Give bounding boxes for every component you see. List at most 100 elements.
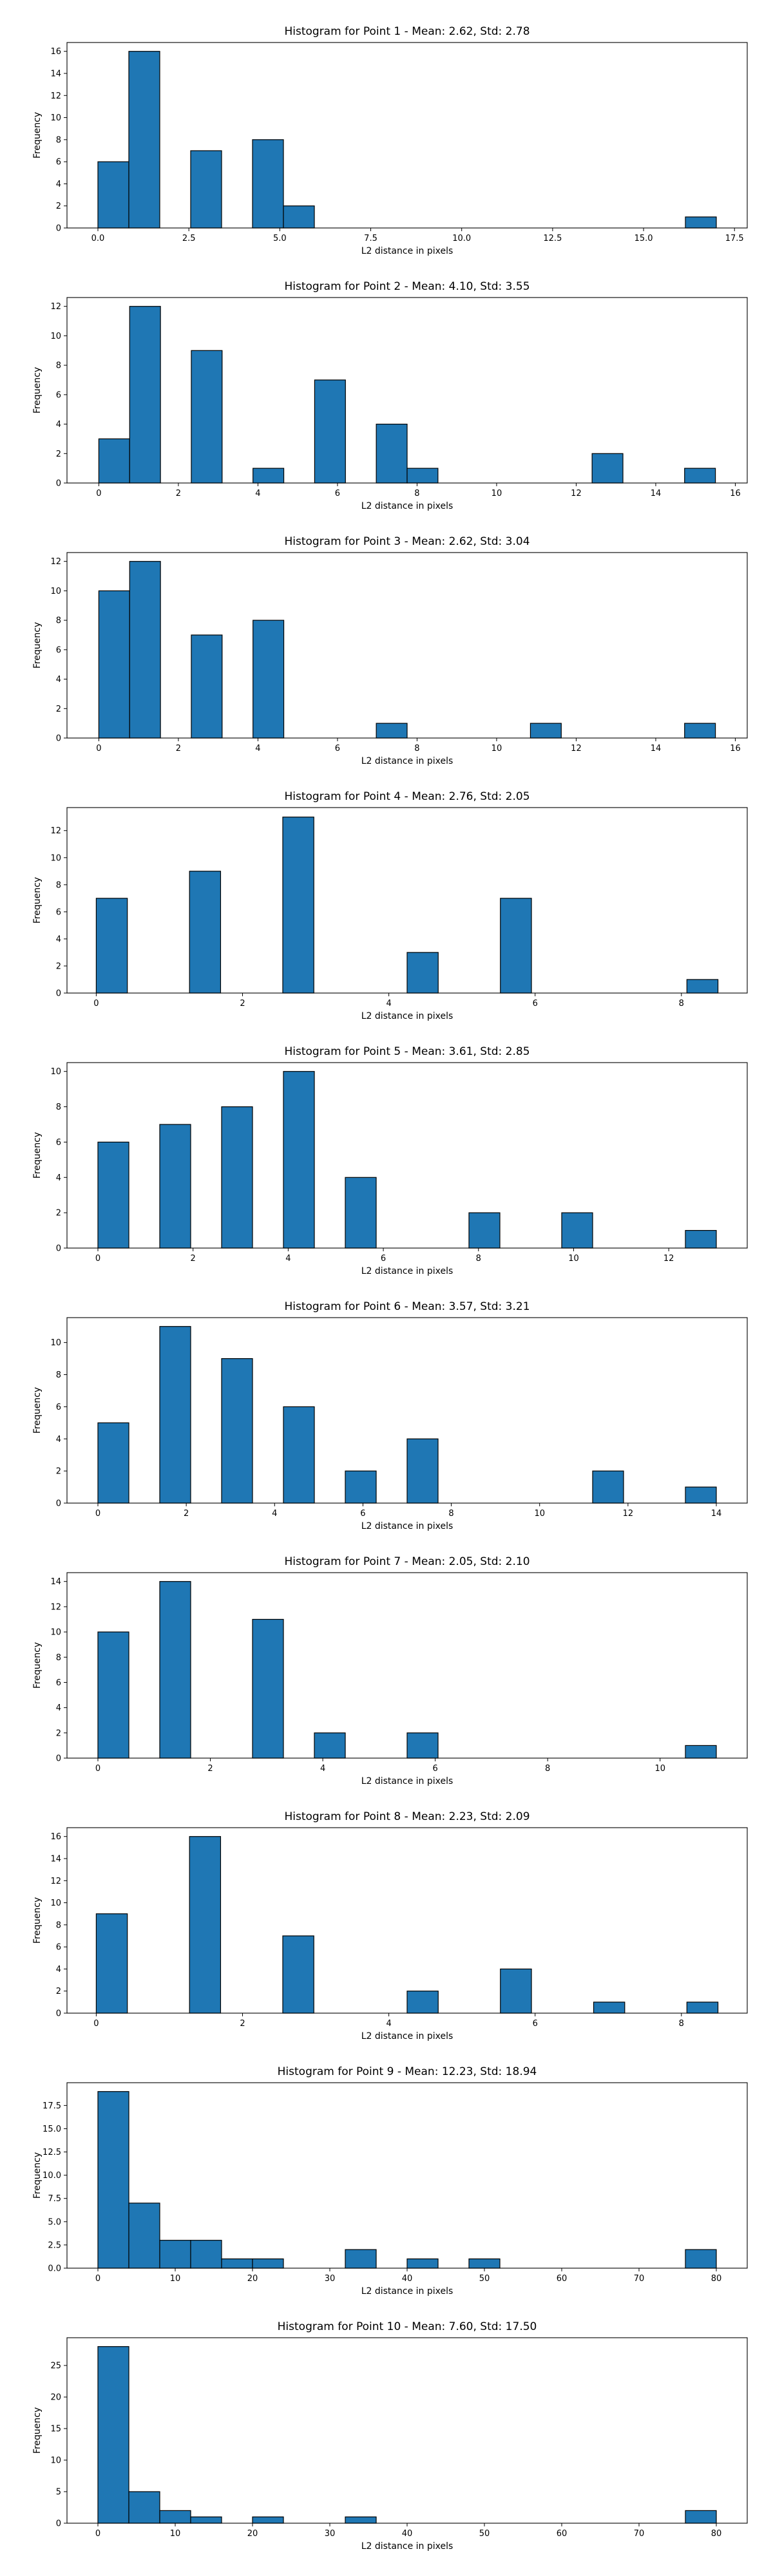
plot-frame [66, 1317, 748, 1504]
x-tick-label: 0 [96, 489, 101, 498]
histogram-bar [314, 1732, 346, 1759]
y-tick-label: 4 [56, 934, 61, 944]
histogram-bar [685, 1486, 717, 1504]
x-tick-label: 2 [184, 1509, 189, 1519]
plot-frame [66, 42, 748, 229]
histogram-bar [97, 2346, 129, 2524]
histogram-bar [468, 2258, 501, 2269]
histogram-bar [252, 2258, 284, 2269]
x-tick-label: 40 [402, 2274, 413, 2284]
histogram-bar [406, 952, 439, 994]
y-tick-label: 0 [56, 2519, 61, 2529]
y-tick-label: 8 [56, 361, 61, 371]
x-axis-label: L2 distance in pixels [361, 2541, 453, 2552]
y-axis-label: Frequency [32, 877, 43, 923]
x-tick-label: 10 [491, 489, 502, 498]
y-axis-label: Frequency [32, 367, 43, 413]
y-axis-label: Frequency [32, 2407, 43, 2454]
histogram-bar [376, 423, 408, 484]
x-tick-label: 0 [95, 1254, 100, 1264]
y-tick-label: 16 [50, 1832, 61, 1842]
histogram-bar [468, 1212, 501, 1249]
histogram-bar [97, 2091, 129, 2269]
histogram-bar [191, 634, 223, 739]
y-tick-label: 7.5 [48, 2194, 61, 2204]
y-axis-label: Frequency [32, 622, 43, 668]
x-tick-label: 0 [95, 2274, 100, 2284]
histogram-bar [345, 2516, 377, 2524]
y-tick-label: 0 [56, 2009, 61, 2019]
chart-title: Histogram for Point 4 - Mean: 2.76, Std:… [284, 790, 530, 803]
histogram-bar [129, 306, 161, 484]
x-tick-label: 20 [247, 2274, 258, 2284]
x-tick-label: 16 [730, 489, 741, 498]
y-tick-label: 2 [56, 1728, 61, 1738]
y-tick-label: 0 [56, 1244, 61, 1254]
y-tick-label: 12 [50, 826, 61, 836]
y-tick-label: 0 [56, 224, 61, 234]
histogram-bar [685, 216, 717, 229]
x-tick-label: 6 [533, 999, 538, 1009]
histogram-bar [128, 2202, 160, 2269]
y-tick-label: 6 [56, 1138, 61, 1148]
y-tick-label: 2 [56, 202, 61, 211]
histogram-bar [283, 205, 315, 229]
y-tick-label: 6 [56, 645, 61, 655]
y-tick-label: 6 [56, 1943, 61, 1953]
histogram-bar [189, 871, 222, 994]
histogram-bar [98, 438, 130, 484]
histogram-bar [500, 898, 532, 994]
histogram-chart-7: Histogram for Point 7 - Mean: 2.05, Std:… [32, 1555, 748, 1786]
x-tick-label: 2 [240, 999, 245, 1009]
y-axis-label: Frequency [32, 112, 43, 158]
histogram-bar [159, 2510, 191, 2524]
histogram-bar [128, 2491, 160, 2524]
histogram-chart-1: Histogram for Point 1 - Mean: 2.62, Std:… [32, 25, 748, 256]
x-tick-label: 40 [402, 2529, 413, 2539]
histogram-bar [159, 2240, 191, 2269]
histogram-bar [95, 1913, 128, 2014]
y-tick-label: 20 [50, 2393, 61, 2403]
y-tick-label: 2 [56, 961, 61, 971]
chart-title: Histogram for Point 1 - Mean: 2.62, Std:… [284, 25, 530, 38]
x-axis-label: L2 distance in pixels [361, 501, 453, 511]
x-tick-label: 30 [325, 2274, 336, 2284]
x-tick-label: 80 [711, 2529, 722, 2539]
y-tick-label: 6 [56, 158, 61, 167]
histogram-bar [221, 1358, 253, 1504]
y-tick-label: 17.5 [43, 2101, 61, 2111]
y-tick-label: 4 [56, 420, 61, 430]
x-tick-label: 10 [170, 2274, 181, 2284]
y-tick-label: 6 [56, 1678, 61, 1688]
x-axis-label: L2 distance in pixels [361, 246, 453, 256]
histogram-chart-3: Histogram for Point 3 - Mean: 2.62, Std:… [32, 535, 748, 766]
x-tick-label: 6 [335, 744, 340, 753]
y-tick-label: 10 [50, 587, 61, 596]
histogram-bar [406, 1991, 439, 2014]
histogram-bar [221, 1106, 253, 1249]
y-tick-label: 10.0 [43, 2171, 61, 2181]
y-tick-label: 12 [50, 302, 61, 312]
histogram-chart-10: Histogram for Point 10 - Mean: 7.60, Std… [32, 2320, 748, 2552]
histogram-bar [345, 1470, 377, 1504]
histogram-chart-2: Histogram for Point 2 - Mean: 4.10, Std:… [32, 280, 748, 511]
histogram-bar [593, 2002, 625, 2014]
x-axis-label: L2 distance in pixels [361, 2286, 453, 2297]
histogram-bar [685, 1745, 717, 1759]
y-tick-label: 4 [56, 180, 61, 189]
y-tick-label: 8 [56, 1653, 61, 1663]
x-axis-label: L2 distance in pixels [361, 1521, 453, 1531]
y-tick-label: 12 [50, 1877, 61, 1886]
x-tick-label: 2 [191, 1254, 196, 1264]
x-tick-label: 0 [95, 1509, 100, 1519]
x-tick-label: 10 [491, 744, 502, 753]
x-tick-label: 14 [651, 489, 662, 498]
chart-title: Histogram for Point 7 - Mean: 2.05, Std:… [284, 1555, 530, 1568]
chart-title: Histogram for Point 2 - Mean: 4.10, Std:… [284, 280, 530, 293]
x-tick-label: 12 [571, 489, 582, 498]
y-tick-label: 10 [50, 1338, 61, 1348]
y-tick-label: 14 [50, 1577, 61, 1587]
histogram-bar [253, 468, 285, 484]
y-tick-label: 5.0 [48, 2217, 61, 2227]
y-axis-label: Frequency [32, 1642, 43, 1689]
